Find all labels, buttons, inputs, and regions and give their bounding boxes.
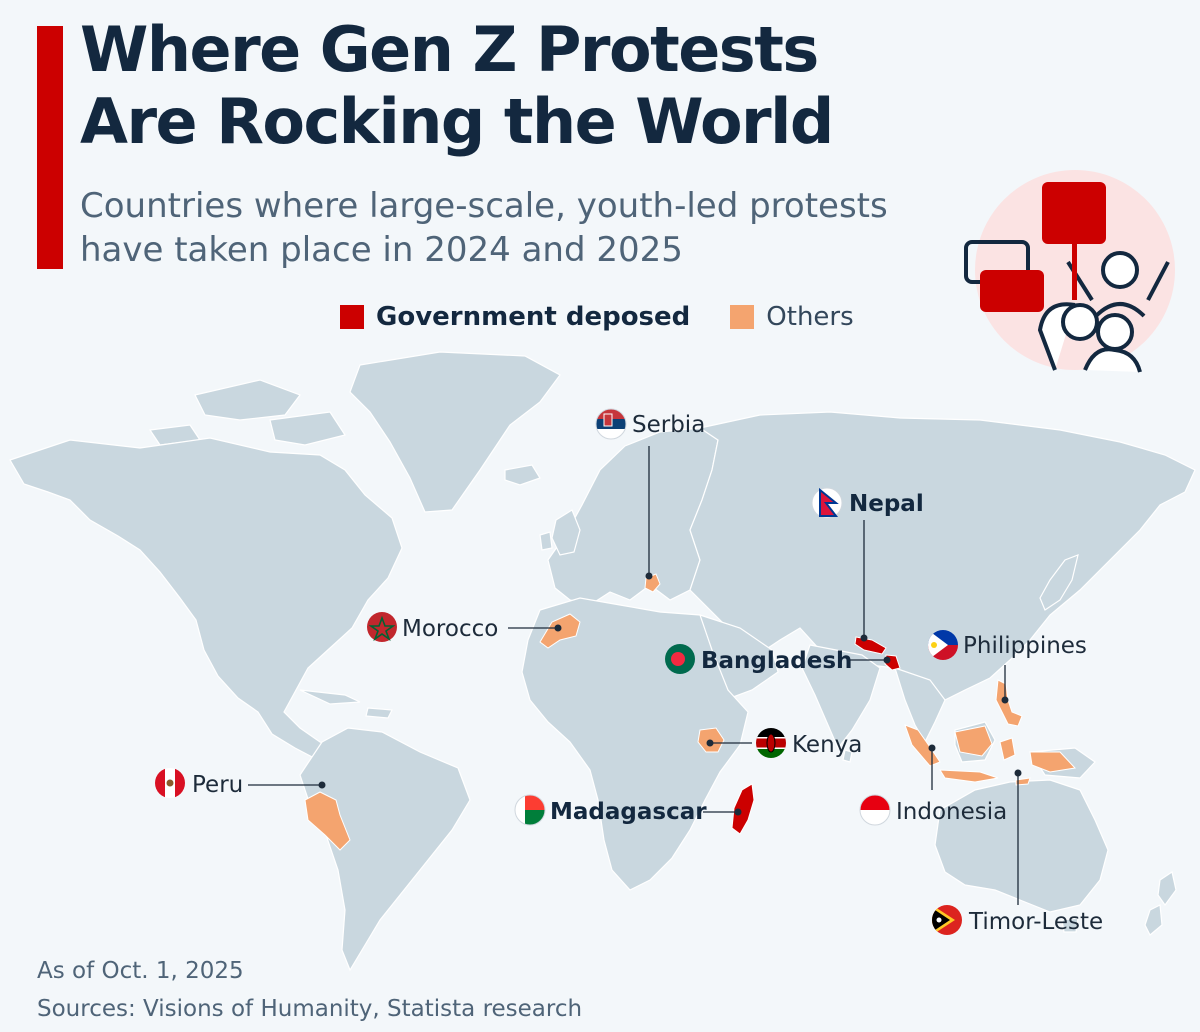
label-serbia: Serbia (632, 412, 705, 438)
protest-icon (964, 170, 1175, 373)
legend-item-others: Others (730, 302, 854, 332)
greenland (349, 351, 561, 513)
page-subtitle: Countries where large-scale, youth-led p… (80, 184, 960, 272)
madagascar-flag-icon (514, 794, 546, 826)
title-line-1: Where Gen Z Protests (80, 13, 819, 86)
bangladesh-flag-icon (665, 644, 695, 674)
country-morocco-shape (539, 613, 581, 649)
serbia-flag-icon (595, 408, 627, 440)
dot-madagascar (734, 808, 742, 816)
dot-peru (318, 781, 326, 789)
footer: As of Oct. 1, 2025 Sources: Visions of H… (37, 952, 582, 1028)
land-masses (9, 351, 1196, 972)
legend-label-others: Others (766, 302, 854, 332)
legend-label-deposed: Government deposed (376, 302, 691, 332)
label-bangladesh: Bangladesh (701, 648, 852, 674)
south-america (299, 727, 471, 972)
flags (155, 408, 962, 935)
country-madagascar-shape (731, 783, 755, 835)
location-dots (318, 572, 1022, 816)
nepal-flag-icon (811, 487, 843, 519)
iceland (504, 464, 541, 486)
timor-leste-flag-icon (932, 905, 962, 935)
country-indonesia-shape (904, 724, 1077, 783)
peru-flag-icon (155, 768, 185, 798)
label-kenya: Kenya (792, 732, 862, 758)
legend: Government deposed Others (340, 302, 894, 332)
label-philippines: Philippines (963, 633, 1087, 659)
dot-bangladesh (883, 656, 891, 664)
page-title: Where Gen Z Protests Are Rocking the Wor… (80, 14, 980, 158)
north-america (9, 437, 403, 766)
label-nepal: Nepal (849, 491, 924, 517)
philippines-flag-icon (928, 630, 958, 660)
dot-serbia (645, 572, 653, 580)
legend-item-deposed: Government deposed (340, 302, 690, 332)
label-morocco: Morocco (402, 616, 498, 642)
label-peru: Peru (192, 772, 243, 798)
dot-kenya (706, 739, 714, 747)
british-isles (539, 509, 581, 556)
title-line-2: Are Rocking the World (80, 85, 834, 158)
dot-nepal (860, 634, 868, 642)
dot-timor-leste (1014, 769, 1022, 777)
legend-swatch-others (730, 305, 755, 329)
country-peru-shape (304, 791, 351, 851)
legend-swatch-deposed (340, 305, 364, 329)
leader-lines (248, 446, 1019, 905)
dot-morocco (554, 624, 562, 632)
label-madagascar: Madagascar (550, 799, 707, 825)
label-timor-leste: Timor-Leste (968, 909, 1103, 935)
sri-lanka (842, 749, 853, 763)
india (801, 644, 881, 750)
australia (934, 779, 1109, 913)
date-note: As of Oct. 1, 2025 (37, 958, 244, 984)
sources-note: Sources: Visions of Humanity, Statista r… (37, 996, 583, 1022)
dot-philippines (1001, 696, 1009, 704)
subtitle-line-2: have taken place in 2024 and 2025 (80, 230, 683, 270)
arctic-islands (148, 379, 346, 446)
africa (521, 597, 749, 891)
label-indonesia: Indonesia (896, 799, 1007, 825)
japan (1039, 554, 1079, 611)
caribbean (299, 689, 393, 719)
dot-indonesia (928, 744, 936, 752)
tasmania (1061, 917, 1079, 933)
indonesia-flag-icon (859, 794, 891, 826)
country-timor-leste-shape (1015, 777, 1031, 786)
se-asia (894, 667, 946, 744)
new-zealand (1144, 871, 1177, 936)
morocco-flag-icon (367, 612, 397, 642)
subtitle-line-1: Countries where large-scale, youth-led p… (80, 186, 888, 226)
country-philippines-shape (995, 679, 1023, 727)
country-labels: Serbia Nepal Morocco Bangladesh Philippi… (192, 412, 1103, 935)
accent-bar (37, 26, 63, 269)
kenya-flag-icon (756, 728, 786, 758)
